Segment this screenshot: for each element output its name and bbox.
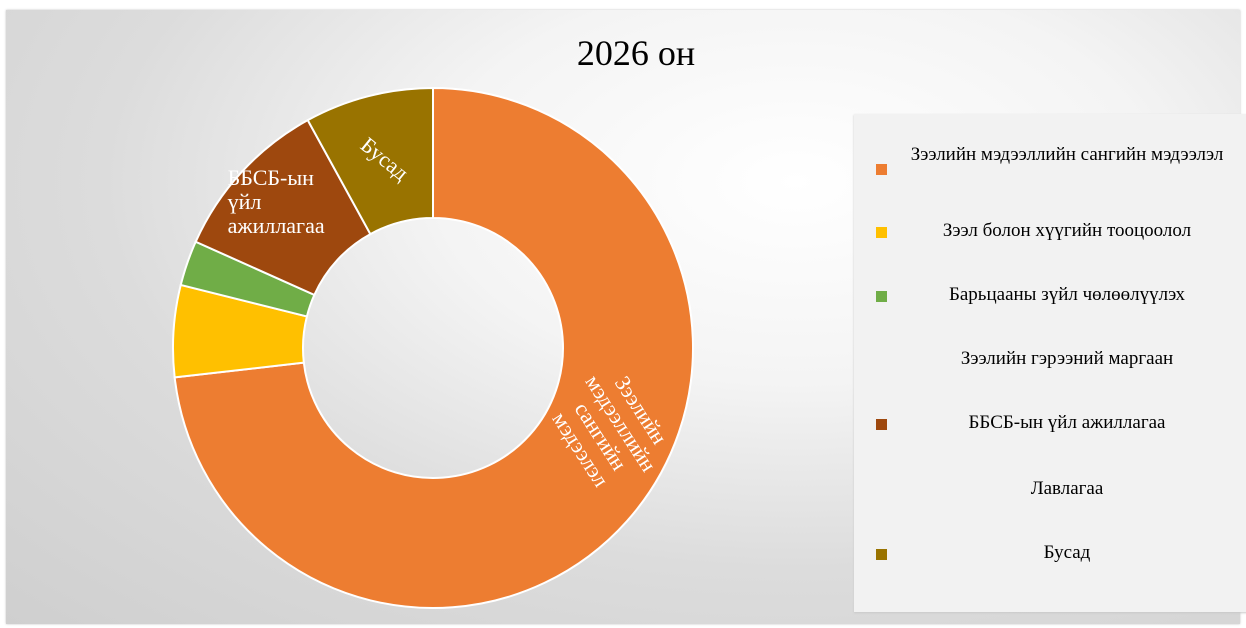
legend-item-5: Лавлагаа [876,476,1236,502]
legend-item-1: Зээл болон хүүгийн тооцоолол [876,218,1236,244]
chart-title: 2026 он [576,33,696,73]
legend-item-4: ББСБ-ын үйл ажиллагаа [876,410,1236,436]
legend-item-2: Барьцааны зүйл чөлөөлүүлэх [876,282,1236,308]
legend-label-6: Бусад [1043,542,1091,563]
slice-6 [306,86,434,236]
legend-swatch-1 [876,227,887,238]
legend-item-3: Зээлийн гэрээний маргаан [876,346,1236,372]
legend-item-0: Зээлийн мэдээллийн сангийн мэдээлэл [876,142,1236,175]
legend-label-1: Зээл болон хүүгийн тооцоолол [942,220,1192,241]
legend-label-3: Зээлийн гэрээний маргаан [960,348,1174,369]
legend-swatch-0 [876,164,887,175]
legend-label-5: Лавлагаа [1030,478,1104,499]
legend-label-4: ББСБ-ын үйл ажиллагаа [968,412,1166,433]
legend-item-6: Бусад [876,540,1236,566]
data-label-4: ББСБ-ын үйл ажиллагаа [228,165,325,238]
slice-0 [173,86,694,609]
legend: Зээлийн мэдээллийн сангийн мэдээлэл Зээл … [854,114,1246,612]
legend-swatch-6 [876,549,887,560]
legend-swatch-4 [876,419,887,430]
chart-area: 2026 он Зээлийнмэдээллийнсангийнмэдээлэл… [6,10,1246,624]
legend-label-2: Барьцааны зүйл чөлөөлүүлэх [948,284,1186,305]
legend-swatch-2 [876,291,887,302]
legend-label-0: Зээлийн мэдээллийн сангийн мэдээлэл [910,144,1224,165]
